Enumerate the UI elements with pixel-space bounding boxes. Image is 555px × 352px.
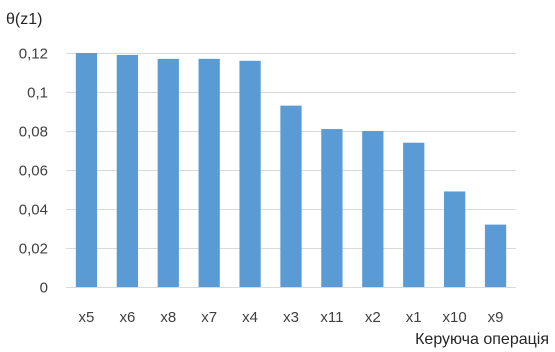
bars [75, 53, 507, 288]
x-tick-labels: x5 x6 x8 x7 x4 x3 x11 x2 x1 x10 x9 [79, 309, 504, 326]
bar-x9 [484, 224, 507, 287]
y-tick-label: 0,04 [19, 202, 48, 219]
x-tick-label: x5 [79, 309, 95, 326]
y-tick-label: 0,08 [19, 124, 48, 141]
bar-x8 [157, 58, 179, 287]
bar-x2 [362, 131, 384, 287]
x-tick-label: x8 [160, 309, 176, 326]
x-tick-label: x3 [283, 309, 299, 326]
y-tick-labels: 0 0,02 0,04 0,06 0,08 0,1 0,12 [19, 46, 48, 297]
bar-x5 [75, 53, 98, 287]
bar-x10 [444, 191, 466, 287]
y-tick-label: 0,12 [19, 46, 48, 63]
y-tick-label: 0,02 [19, 241, 48, 258]
bar-x11 [321, 129, 343, 287]
y-tick-label: 0,1 [27, 85, 48, 102]
bar-x6 [116, 54, 138, 288]
y-tick-label: 0 [40, 280, 48, 297]
x-tick-label: x6 [119, 309, 135, 326]
bar-x4 [239, 60, 261, 287]
x-tick-label: x1 [406, 309, 422, 326]
x-tick-label: x4 [242, 309, 258, 326]
bar-x1 [403, 142, 425, 287]
x-tick-label: x11 [320, 309, 343, 326]
x-tick-label: x10 [443, 309, 467, 326]
bar-x7 [198, 58, 220, 287]
y-tick-label: 0,06 [19, 163, 48, 180]
x-tick-label: x7 [201, 309, 217, 326]
y-axis-title: θ(z1) [6, 11, 42, 28]
x-tick-label: x2 [365, 309, 381, 326]
x-axis-title: Керуюча операція [415, 331, 549, 348]
bar-x3 [280, 105, 302, 288]
x-tick-label: x9 [488, 309, 504, 326]
